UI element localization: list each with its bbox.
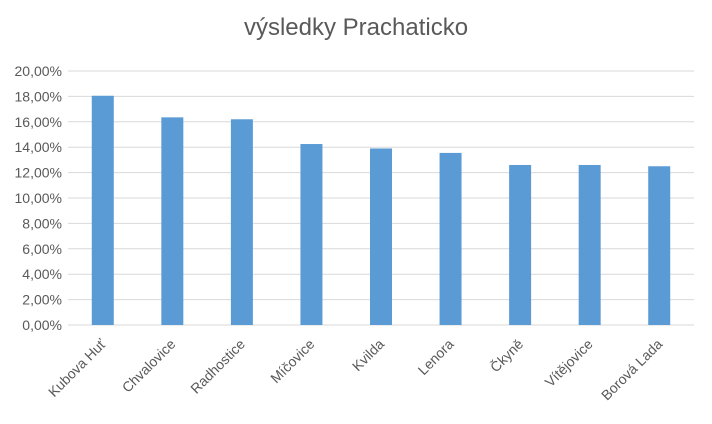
y-tick-label: 20,00% (15, 63, 62, 79)
x-tick-label: Míčovice (267, 336, 318, 387)
x-tick-label: Borová Lada (598, 336, 666, 404)
x-tick-label: Chvalovice (119, 336, 179, 396)
x-tick-label: Kvilda (349, 336, 387, 374)
y-tick-label: 10,00% (15, 190, 62, 206)
y-tick-label: 12,00% (15, 165, 62, 181)
y-tick-label: 0,00% (22, 317, 62, 333)
y-tick-label: 6,00% (22, 241, 62, 257)
bar (161, 117, 184, 325)
y-tick-label: 2,00% (22, 292, 62, 308)
chart-title: výsledky Prachaticko (243, 14, 469, 41)
bar (439, 152, 462, 325)
x-tick-label: Radhostice (187, 336, 248, 397)
bar (91, 95, 114, 325)
bar (509, 164, 532, 325)
y-tick-label: 18,00% (15, 88, 62, 104)
y-tick-label: 4,00% (22, 266, 62, 282)
bar (578, 164, 601, 325)
bar (300, 144, 323, 325)
x-tick-label: Vítějovice (542, 336, 596, 390)
x-tick-label: Lenora (415, 336, 457, 378)
y-tick-label: 8,00% (22, 215, 62, 231)
x-tick-label: Čkyně (487, 336, 527, 376)
y-tick-label: 16,00% (15, 114, 62, 130)
bar (230, 119, 253, 325)
x-tick-label: Kubova Huť (45, 335, 110, 400)
bar (648, 166, 671, 325)
y-tick-label: 14,00% (15, 139, 62, 155)
bar (370, 148, 392, 325)
